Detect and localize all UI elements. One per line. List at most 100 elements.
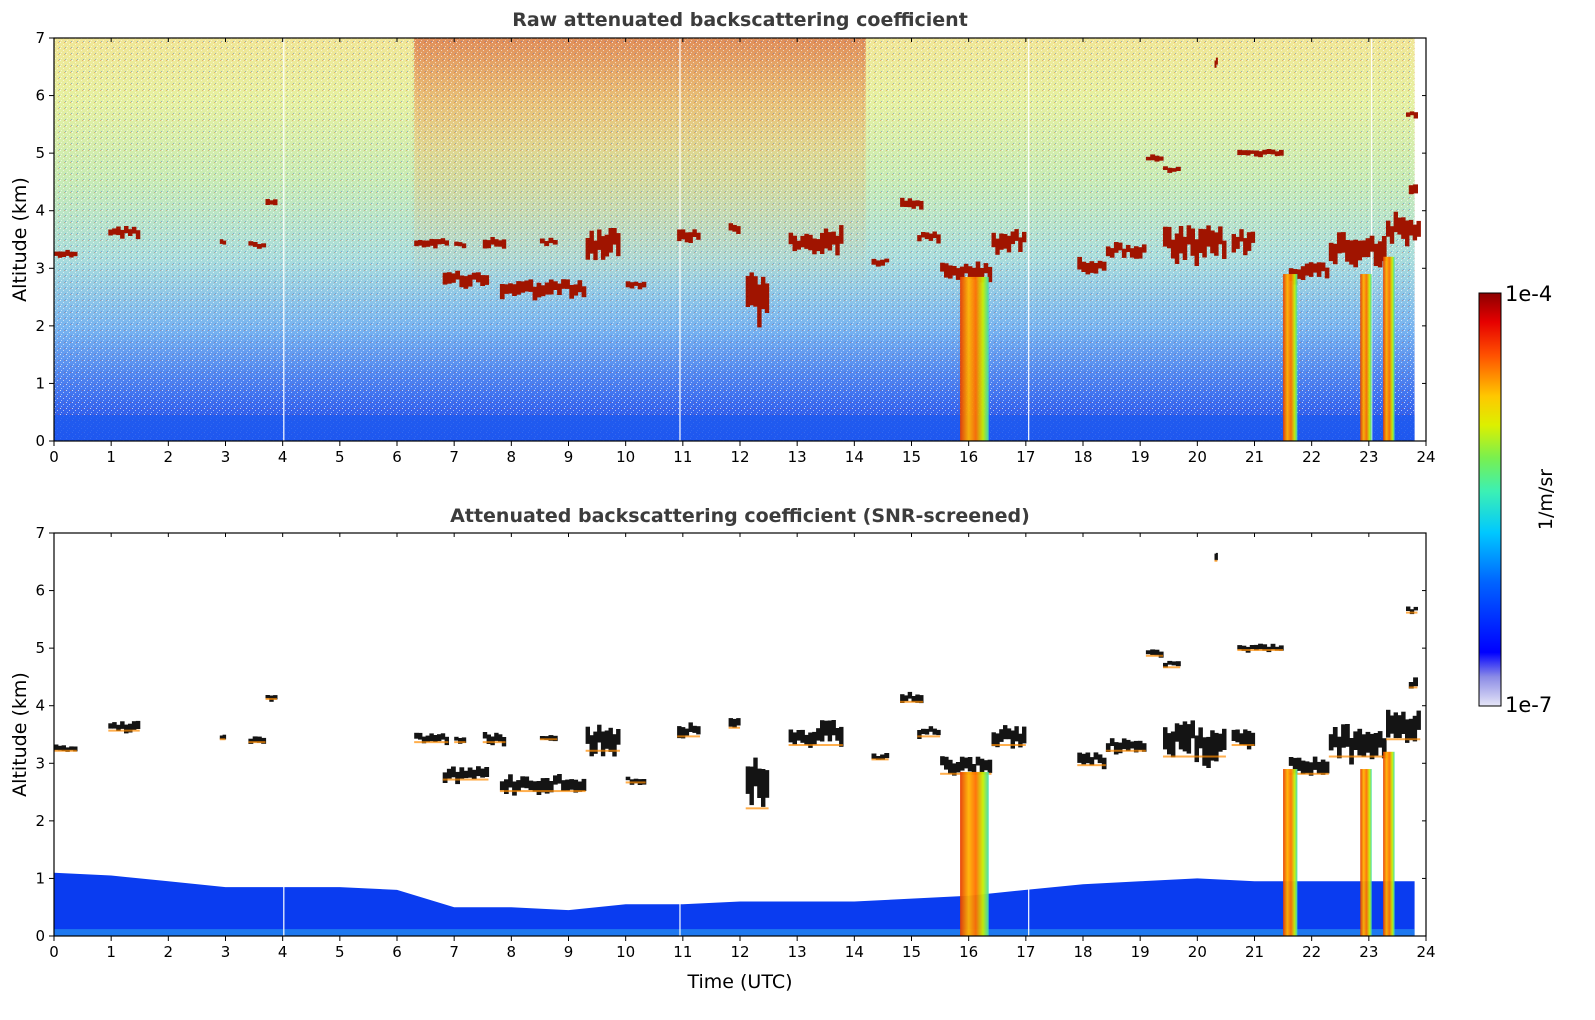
cloud-segment	[612, 734, 617, 757]
cloud-segment	[1288, 757, 1294, 766]
cloud-segment	[1137, 247, 1143, 259]
cloud-segment	[135, 230, 141, 240]
cloud-segment	[459, 767, 465, 779]
cloud-segment	[1218, 226, 1223, 245]
cloud-segment	[112, 722, 117, 729]
y-tick-label: 7	[35, 524, 45, 542]
cloud-segment	[1198, 727, 1203, 749]
cloud-segment	[219, 239, 224, 244]
cloud-segment	[903, 695, 909, 702]
cloud-segment	[816, 728, 821, 741]
cloud-segment	[983, 263, 989, 274]
cloud-segment	[1175, 166, 1181, 171]
cloud-segment	[1316, 761, 1322, 774]
cloud-segment	[1222, 240, 1227, 259]
y-tick-label: 7	[35, 29, 45, 47]
cloud-segment	[788, 232, 794, 245]
cloud-segment	[429, 733, 434, 742]
cloud-segment	[1198, 228, 1203, 253]
cloud-segment	[120, 721, 125, 729]
x-tick-label: 1	[106, 943, 116, 961]
cloud-segment	[959, 756, 965, 771]
cloud-segment	[1401, 217, 1406, 239]
cloud-segment	[911, 696, 916, 702]
cloud-segment	[959, 266, 965, 280]
cloud-segment	[1409, 111, 1415, 116]
cloud-segment	[991, 232, 996, 248]
cloud-segment	[256, 736, 262, 743]
cloud-segment	[1214, 232, 1219, 256]
cloud-segment	[936, 234, 941, 244]
cloud-edge	[1328, 755, 1386, 758]
cloud-edge	[248, 741, 266, 744]
precipitation-shaft	[1383, 751, 1395, 936]
cloud-segment	[458, 242, 463, 247]
cloud-segment	[455, 771, 460, 785]
cloud-segment	[999, 729, 1004, 742]
cloud-segment	[494, 239, 499, 247]
cloud-segment	[800, 729, 805, 743]
cloud-segment	[524, 280, 530, 292]
cloud-segment	[1215, 57, 1218, 65]
x-tick-label: 14	[845, 448, 864, 466]
cloud-segment	[1324, 761, 1330, 774]
cloud-segment	[248, 241, 254, 246]
cloud-segment	[625, 281, 631, 288]
cloud-segment	[688, 232, 693, 243]
cloud-segment	[688, 722, 693, 732]
cloud-segment	[512, 284, 517, 296]
cloud-segment	[955, 762, 961, 773]
y-tick-label: 3	[35, 259, 45, 277]
cloud-segment	[975, 261, 981, 278]
cloud-segment	[433, 735, 438, 742]
y-tick-label: 0	[35, 927, 45, 945]
cloud-segment	[1241, 645, 1247, 651]
cloud-segment	[940, 262, 945, 272]
cloud-segment	[1206, 225, 1211, 247]
cloud-segment	[1386, 220, 1391, 237]
cloud-segment	[532, 781, 538, 792]
cloud-segment	[1077, 752, 1082, 763]
cloud-segment	[987, 266, 993, 283]
cloud-segment	[967, 757, 973, 772]
x-tick-label: 4	[278, 943, 288, 961]
cloud-segment	[1332, 727, 1338, 748]
cloud-segment	[633, 778, 639, 784]
cloud-segment	[1170, 731, 1176, 758]
cloud-segment	[1089, 757, 1095, 766]
cloud-segment	[749, 766, 754, 806]
cloud-segment	[57, 745, 63, 751]
cloud-segment	[1154, 649, 1160, 656]
x-tick-label: 16	[959, 448, 978, 466]
x-tick-label: 5	[335, 448, 345, 466]
cloud-segment	[1145, 650, 1151, 655]
cloud-segment	[1190, 720, 1195, 739]
cloud-segment	[1014, 229, 1019, 241]
cloud-segment	[1097, 754, 1103, 764]
cloud-segment	[577, 280, 583, 293]
cloud-segment	[823, 228, 829, 249]
cloud-segment	[69, 251, 74, 258]
cloud-segment	[745, 275, 751, 307]
cloud-segment	[728, 718, 733, 727]
cloud-segment	[1113, 742, 1119, 755]
cloud-segment	[54, 744, 59, 751]
cloud-segment	[629, 282, 635, 289]
cloud-segment	[108, 229, 113, 236]
cloud-edge	[1237, 649, 1284, 652]
cloud-segment	[1300, 760, 1306, 775]
cloud-edge	[871, 758, 889, 761]
cloud-segment	[680, 229, 686, 240]
x-tick-label: 21	[1245, 943, 1264, 961]
y-tick-label: 1	[35, 374, 45, 392]
cloud-segment	[421, 736, 427, 744]
cloud-segment	[1243, 238, 1248, 256]
cloud-segment	[1215, 552, 1218, 561]
cloud-segment	[1328, 242, 1334, 262]
cloud-segment	[437, 239, 442, 245]
cloud-edge	[442, 778, 489, 781]
cloud-segment	[1328, 734, 1334, 751]
cloud-segment	[548, 279, 554, 295]
cloud-segment	[911, 200, 916, 209]
